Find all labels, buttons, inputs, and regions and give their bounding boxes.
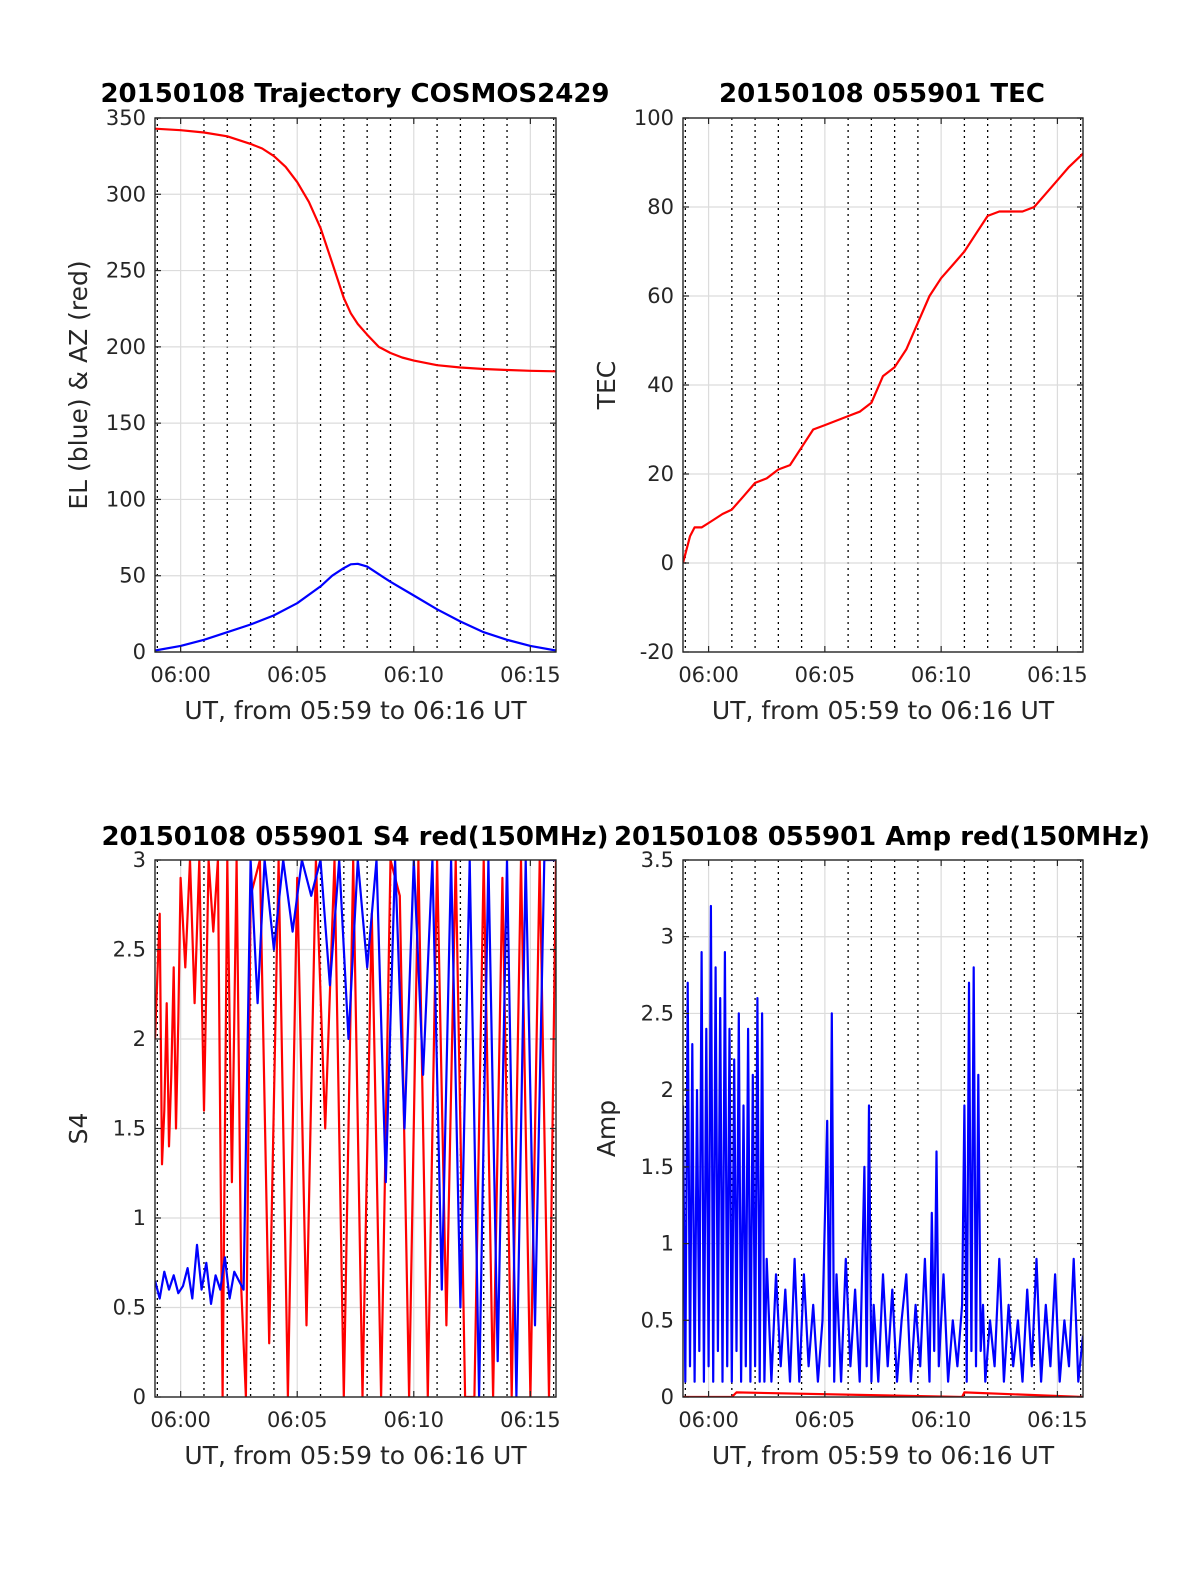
amp-panel: 06:00 06:05 06:10 06:15 0 0.5 1 1.5 2 2.5 3 3.52015… xyxy=(592,822,1150,1470)
trajectory-title: 20150108 Trajectory COSMOS2429 xyxy=(100,79,609,109)
amp-y-tick-label: 3.5 xyxy=(641,848,674,872)
trajectory-y-tick-label: 300 xyxy=(106,182,146,206)
amp-y-tick-label: 1.5 xyxy=(641,1155,674,1179)
tec-y-tick-label: 0 xyxy=(661,551,674,575)
trajectory-axes-box xyxy=(154,117,557,653)
amp-ylabel: Amp xyxy=(592,1100,621,1157)
amp-axes-box xyxy=(682,859,1084,1398)
s4-y-tick-label: 1.5 xyxy=(113,1117,146,1141)
amp-y-tick-label: 2.5 xyxy=(641,1001,674,1025)
trajectory-x-tick-label: 06:15 xyxy=(500,663,561,687)
amp-x-tick-label: 06:15 xyxy=(1027,1408,1088,1432)
s4-series-s4-blue xyxy=(155,860,556,1397)
amp-series-amp-red xyxy=(683,1391,1083,1397)
trajectory-y-tick-label: 100 xyxy=(106,487,146,511)
tec-x-tick-label: 06:10 xyxy=(911,663,972,687)
trajectory-y-tick-label: 0 xyxy=(133,640,146,664)
s4-y-tick-label: 3 xyxy=(133,848,146,872)
trajectory-y-tick-label: 200 xyxy=(106,335,146,359)
s4-xlabel: UT, from 05:59 to 06:16 UT xyxy=(184,1441,527,1470)
trajectory-series-az xyxy=(155,127,556,373)
amp-x-tick-label: 06:10 xyxy=(911,1408,972,1432)
amp-y-tick-label: 3 xyxy=(661,925,674,949)
tec-series-tec xyxy=(683,152,1083,564)
s4-series-s4-red xyxy=(155,860,556,1397)
trajectory-x-tick-label: 06:10 xyxy=(384,663,445,687)
tec-y-tick-label: -20 xyxy=(640,640,674,664)
s4-y-tick-label: 0 xyxy=(133,1385,146,1409)
tec-title: 20150108 055901 TEC xyxy=(719,79,1045,109)
tec-y-tick-label: 60 xyxy=(647,284,674,308)
trajectory-panel: 06:00 06:05 06:10 06:15 0 50 100 150 200 250 300 35… xyxy=(64,79,610,725)
trajectory-y-tick-label: 50 xyxy=(119,564,146,588)
tec-y-tick-label: 100 xyxy=(634,106,674,130)
tec-xlabel: UT, from 05:59 to 06:16 UT xyxy=(712,696,1055,725)
s4-x-tick-label: 06:05 xyxy=(267,1408,328,1432)
s4-ylabel: S4 xyxy=(64,1113,93,1145)
s4-x-tick-label: 06:10 xyxy=(384,1408,445,1432)
tec-y-tick-label: 40 xyxy=(647,373,674,397)
tec-ylabel: TEC xyxy=(592,361,621,411)
amp-y-tick-label: 1 xyxy=(661,1232,674,1256)
trajectory-y-tick-label: 150 xyxy=(106,411,146,435)
trajectory-y-tick-label: 350 xyxy=(106,106,146,130)
s4-panel: 06:00 06:05 06:10 06:15 0 0.5 1 1.5 2 2.5 32015010… xyxy=(64,822,609,1470)
tec-x-tick-label: 06:05 xyxy=(795,663,856,687)
s4-x-tick-label: 06:15 xyxy=(500,1408,561,1432)
amp-y-tick-label: 0.5 xyxy=(641,1308,674,1332)
amp-x-tick-label: 06:05 xyxy=(795,1408,856,1432)
amp-series-amp xyxy=(683,904,1083,1383)
s4-y-tick-label: 2 xyxy=(133,1027,146,1051)
s4-y-tick-label: 2.5 xyxy=(113,938,146,962)
trajectory-y-tick-label: 250 xyxy=(106,259,146,283)
s4-y-tick-label: 1 xyxy=(133,1206,146,1230)
amp-y-tick-label: 0 xyxy=(661,1385,674,1409)
trajectory-x-tick-label: 06:00 xyxy=(150,663,211,687)
trajectory-series-el xyxy=(155,562,556,652)
trajectory-x-tick-label: 06:05 xyxy=(267,663,328,687)
amp-x-tick-label: 06:00 xyxy=(678,1408,739,1432)
tec-panel: 06:00 06:05 06:10 06:15 -20 0 20 40 60 80 100 20150… xyxy=(592,79,1088,725)
tec-y-tick-label: 80 xyxy=(647,195,674,219)
s4-y-tick-label: 0.5 xyxy=(113,1296,146,1320)
amp-y-tick-label: 2 xyxy=(661,1078,674,1102)
tec-x-tick-label: 06:00 xyxy=(678,663,739,687)
s4-x-tick-label: 06:00 xyxy=(150,1408,211,1432)
trajectory-xlabel: UT, from 05:59 to 06:16 UT xyxy=(184,696,527,725)
s4-title: 20150108 055901 S4 red(150MHz) xyxy=(101,822,608,852)
amp-title: 20150108 055901 Amp red(150MHz) xyxy=(614,822,1150,852)
tec-x-tick-label: 06:15 xyxy=(1027,663,1088,687)
tec-y-tick-label: 20 xyxy=(647,462,674,486)
amp-xlabel: UT, from 05:59 to 06:16 UT xyxy=(712,1441,1055,1470)
trajectory-ylabel: EL (blue) & AZ (red) xyxy=(64,260,93,509)
